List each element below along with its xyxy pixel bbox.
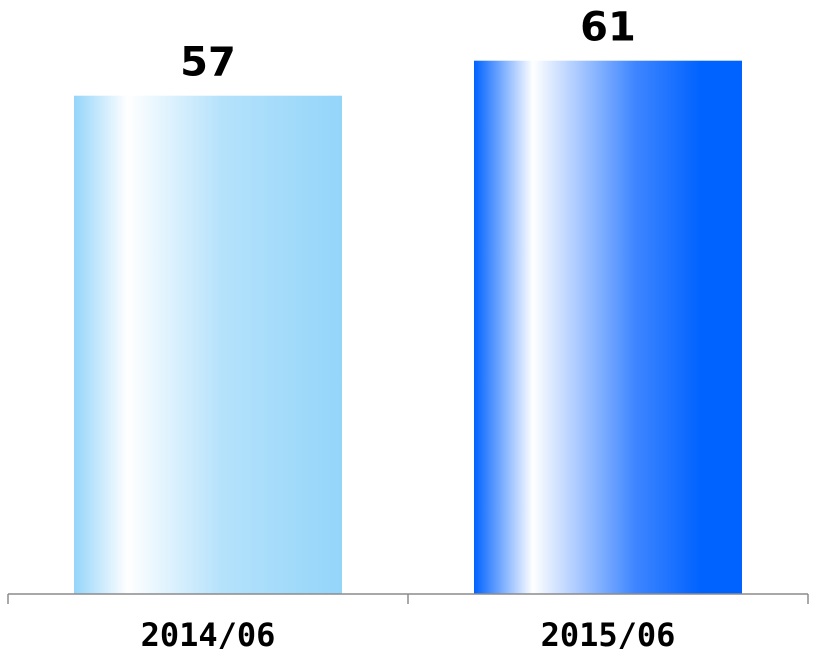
bar-2014-06 — [74, 95, 342, 594]
bar-2015-06 — [474, 60, 742, 594]
labels-group: 57 2014/06 61 2015/06 — [141, 5, 676, 654]
x-tick-label-2014-06: 2014/06 — [141, 616, 276, 654]
data-label-2015-06: 61 — [580, 5, 636, 51]
bars-group — [74, 60, 742, 594]
x-tick-label-2015-06: 2015/06 — [541, 616, 676, 654]
data-label-2014-06: 57 — [180, 40, 236, 86]
